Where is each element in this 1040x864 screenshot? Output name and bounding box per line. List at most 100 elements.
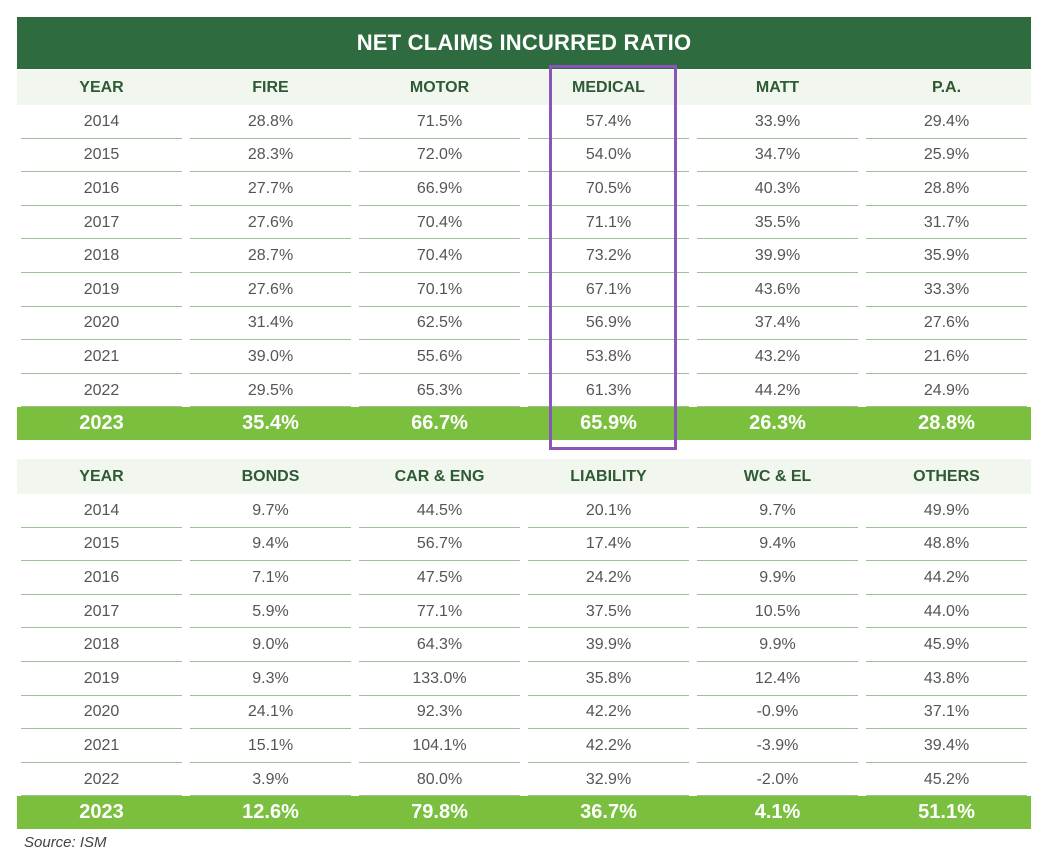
cell-year: 2019 xyxy=(17,273,186,307)
cell-matt: 35.5% xyxy=(693,206,862,240)
column-header-matt: MATT xyxy=(755,78,800,96)
cell-medical: 57.4% xyxy=(524,105,693,139)
cell-liability: 42.2% xyxy=(524,696,693,730)
column-header-fire: FIRE xyxy=(252,78,289,96)
cell-year: 2021 xyxy=(17,340,186,374)
total-cell-others: 51.1% xyxy=(918,801,975,824)
cell-matt: 39.9% xyxy=(693,239,862,273)
cell-liability: 37.5% xyxy=(524,595,693,629)
cell-car-and-eng: 80.0% xyxy=(355,763,524,797)
cell-motor: 65.3% xyxy=(355,374,524,408)
table-row: 2016 7.1% 47.5% 24.2% 9.9% 44.2% xyxy=(17,561,1031,595)
cell-wc-and-el: 9.9% xyxy=(693,628,862,662)
cell-bonds: 9.3% xyxy=(186,662,355,696)
table-row: 2022 29.5% 65.3% 61.3% 44.2% 24.9% xyxy=(17,374,1031,408)
cell-p-a: 21.6% xyxy=(862,340,1031,374)
total-cell-bonds: 12.6% xyxy=(242,801,299,824)
column-header-others: OTHERS xyxy=(913,467,980,485)
column-header-year: YEAR xyxy=(79,467,124,485)
cell-liability: 32.9% xyxy=(524,763,693,797)
cell-others: 37.1% xyxy=(862,696,1031,730)
table-row: 2018 9.0% 64.3% 39.9% 9.9% 45.9% xyxy=(17,628,1031,662)
cell-liability: 20.1% xyxy=(524,494,693,528)
cell-fire: 31.4% xyxy=(186,307,355,341)
table-row: 2022 3.9% 80.0% 32.9% -2.0% 45.2% xyxy=(17,763,1031,797)
cell-matt: 43.2% xyxy=(693,340,862,374)
cell-medical: 61.3% xyxy=(524,374,693,408)
cell-wc-and-el: 9.7% xyxy=(693,494,862,528)
cell-motor: 70.1% xyxy=(355,273,524,307)
cell-p-a: 27.6% xyxy=(862,307,1031,341)
total-row-2023: 2023 12.6% 79.8% 36.7% 4.1% 51.1% xyxy=(17,796,1031,830)
cell-bonds: 15.1% xyxy=(186,729,355,763)
cell-motor: 66.9% xyxy=(355,172,524,206)
cell-fire: 39.0% xyxy=(186,340,355,374)
table-row: 2019 9.3% 133.0% 35.8% 12.4% 43.8% xyxy=(17,662,1031,696)
cell-bonds: 24.1% xyxy=(186,696,355,730)
cell-matt: 37.4% xyxy=(693,307,862,341)
cell-year: 2017 xyxy=(17,206,186,240)
cell-year: 2014 xyxy=(17,494,186,528)
table-row: 2021 39.0% 55.6% 53.8% 43.2% 21.6% xyxy=(17,340,1031,374)
cell-year: 2014 xyxy=(17,105,186,139)
total-cell-matt: 26.3% xyxy=(749,412,806,435)
cell-car-and-eng: 92.3% xyxy=(355,696,524,730)
total-cell-year: 2023 xyxy=(79,412,124,435)
table-row: 2014 28.8% 71.5% 57.4% 33.9% 29.4% xyxy=(17,105,1031,139)
cell-bonds: 9.4% xyxy=(186,528,355,562)
column-header-medical: MEDICAL xyxy=(572,78,645,96)
cell-medical: 56.9% xyxy=(524,307,693,341)
cell-year: 2022 xyxy=(17,374,186,408)
cell-car-and-eng: 56.7% xyxy=(355,528,524,562)
cell-medical: 67.1% xyxy=(524,273,693,307)
table-row: 2020 31.4% 62.5% 56.9% 37.4% 27.6% xyxy=(17,307,1031,341)
cell-car-and-eng: 133.0% xyxy=(355,662,524,696)
cell-others: 44.0% xyxy=(862,595,1031,629)
cell-year: 2018 xyxy=(17,239,186,273)
cell-others: 49.9% xyxy=(862,494,1031,528)
cell-year: 2016 xyxy=(17,561,186,595)
cell-matt: 33.9% xyxy=(693,105,862,139)
column-header-bonds: BONDS xyxy=(241,467,300,485)
cell-bonds: 5.9% xyxy=(186,595,355,629)
cell-matt: 44.2% xyxy=(693,374,862,408)
cell-liability: 35.8% xyxy=(524,662,693,696)
cell-fire: 27.6% xyxy=(186,273,355,307)
total-row-2023: 2023 35.4% 66.7% 65.9% 26.3% 28.8% xyxy=(17,407,1031,441)
cell-medical: 71.1% xyxy=(524,206,693,240)
total-cell-car-and-eng: 79.8% xyxy=(411,801,468,824)
cell-car-and-eng: 44.5% xyxy=(355,494,524,528)
cell-liability: 24.2% xyxy=(524,561,693,595)
table-row: 2018 28.7% 70.4% 73.2% 39.9% 35.9% xyxy=(17,239,1031,273)
cell-medical: 54.0% xyxy=(524,139,693,173)
cell-year: 2015 xyxy=(17,528,186,562)
total-cell-motor: 66.7% xyxy=(411,412,468,435)
table-title: NET CLAIMS INCURRED RATIO xyxy=(17,17,1031,69)
cell-others: 43.8% xyxy=(862,662,1031,696)
cell-medical: 73.2% xyxy=(524,239,693,273)
cell-year: 2020 xyxy=(17,696,186,730)
cell-year: 2017 xyxy=(17,595,186,629)
cell-bonds: 9.0% xyxy=(186,628,355,662)
cell-others: 45.2% xyxy=(862,763,1031,797)
column-header-p-a: P.A. xyxy=(931,78,962,96)
cell-p-a: 24.9% xyxy=(862,374,1031,408)
total-cell-p-a: 28.8% xyxy=(918,412,975,435)
cell-motor: 55.6% xyxy=(355,340,524,374)
cell-wc-and-el: 10.5% xyxy=(693,595,862,629)
column-header-wc-and-el: WC & EL xyxy=(743,467,812,485)
cell-year: 2015 xyxy=(17,139,186,173)
cell-fire: 28.7% xyxy=(186,239,355,273)
cell-motor: 71.5% xyxy=(355,105,524,139)
column-header-car-and-eng: CAR & ENG xyxy=(394,467,485,485)
table-1: YEAR FIRE MOTOR MEDICAL MATT P.A. 2014 28.8% 71.… xyxy=(17,70,1031,441)
table-row: 2014 9.7% 44.5% 20.1% 9.7% 49.9% xyxy=(17,494,1031,528)
cell-p-a: 25.9% xyxy=(862,139,1031,173)
cell-liability: 39.9% xyxy=(524,628,693,662)
total-cell-year: 2023 xyxy=(79,801,124,824)
cell-year: 2022 xyxy=(17,763,186,797)
cell-bonds: 9.7% xyxy=(186,494,355,528)
header-row: YEAR FIRE MOTOR MEDICAL MATT P.A. xyxy=(17,70,1031,105)
source-note: Source: ISM xyxy=(24,834,107,851)
column-header-motor: MOTOR xyxy=(409,78,470,96)
